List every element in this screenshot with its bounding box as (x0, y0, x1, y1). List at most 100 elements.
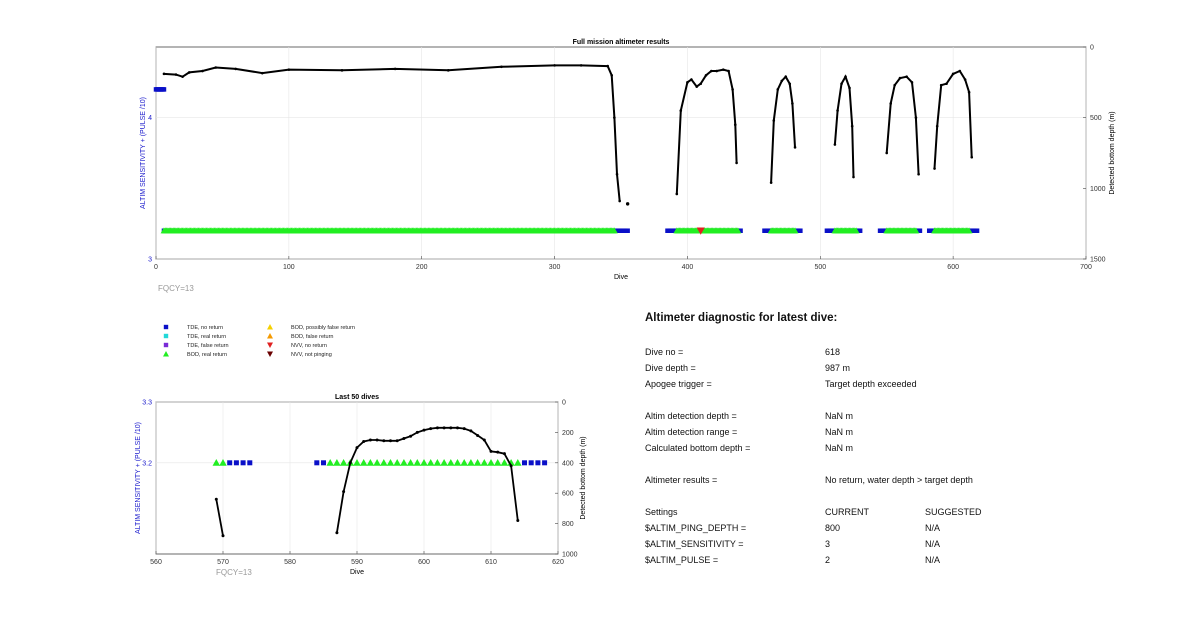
ping-depth-label: $ALTIM_PING_DEPTH = (645, 523, 747, 533)
depth-point (162, 72, 166, 76)
top-chart-title: Full mission altimeter results (573, 39, 670, 46)
legend-label: TDE, real return (187, 334, 226, 340)
depth-point (852, 175, 855, 179)
dive-no-label: Dive no = (645, 347, 684, 357)
top-chart: Full mission altimeter results Dive ALTI… (140, 39, 1116, 293)
depth-point (970, 155, 974, 159)
bod-real-return-marker (480, 459, 489, 466)
depth-point (395, 439, 399, 443)
depth-point (772, 119, 776, 122)
x-tick-label: 590 (351, 559, 363, 566)
depth-point (727, 69, 730, 73)
legend-swatch (267, 324, 273, 330)
depth-point (625, 202, 630, 206)
tde-no-return-marker (314, 460, 320, 466)
depth-point (482, 438, 486, 442)
sensitivity-row: $ALTIM_SENSITIVITY = 3 N/A (645, 536, 1165, 552)
pulse-row: $ALTIM_PULSE = 2 N/A (645, 552, 1165, 568)
apogee-row: Apogee trigger = Target depth exceeded (645, 376, 1165, 392)
left-tick-label: 4 (148, 115, 152, 122)
x-tick-label: 700 (1080, 264, 1092, 271)
depth-point (174, 73, 178, 76)
pulse-label: $ALTIM_PULSE = (645, 555, 719, 565)
bod-real-return-marker (433, 459, 442, 466)
depth-point (699, 82, 703, 86)
depth-point (260, 71, 264, 75)
depth-point (409, 434, 413, 438)
top-left-axis-label: ALTIM SENSITIVITY + (PULSE /10) (140, 97, 147, 209)
depth-point (456, 426, 459, 430)
bod-real-return-marker (386, 459, 395, 466)
legend-swatch (163, 324, 169, 330)
depth-point (402, 436, 406, 440)
x-tick-label: 570 (217, 559, 229, 566)
bod-real-return-marker (493, 459, 502, 466)
depth-point (422, 428, 426, 432)
x-tick-label: 600 (418, 559, 430, 566)
tde-no-return-marker (542, 460, 548, 466)
x-tick-label: 300 (549, 264, 561, 271)
sensitivity-label: $ALTIM_SENSITIVITY = (645, 539, 744, 549)
depth-point (722, 68, 725, 71)
depth-point (362, 440, 366, 444)
depth-point (613, 116, 616, 119)
depth-point (442, 426, 446, 430)
bod-real-return-marker (610, 227, 618, 234)
sensitivity-current: 3 (825, 539, 831, 549)
bod-real-return-marker (852, 227, 860, 234)
bod-real-return-marker (366, 459, 375, 466)
depth-point (776, 88, 780, 91)
left-tick-label: 3.2 (142, 460, 152, 467)
bod-real-return-marker (426, 459, 435, 466)
tde-no-return-marker (233, 460, 239, 466)
bod-real-return-marker (380, 459, 388, 466)
right-tick-label: 0 (562, 400, 566, 407)
depth-line-segment (885, 75, 920, 175)
bod-real-return-marker (353, 459, 361, 466)
depth-point (935, 124, 939, 128)
depth-line-segment (215, 499, 224, 536)
depth-point (516, 519, 520, 523)
right-tick-label: 1000 (1090, 186, 1106, 193)
depth-point (618, 199, 621, 203)
depth-point (375, 438, 379, 442)
depth-point (489, 449, 493, 453)
spacer (645, 488, 1165, 504)
legend-label: BOD, possibly false return (291, 325, 355, 331)
depth-point (958, 69, 962, 73)
depth-point (690, 78, 693, 81)
depth-line-segment (163, 64, 621, 202)
bod-real-return-marker (514, 459, 522, 466)
depth-point (476, 433, 480, 437)
depth-point (679, 109, 683, 112)
x-tick-label: 600 (947, 264, 959, 271)
sensitivity-suggested: N/A (925, 539, 941, 549)
depth-point (840, 82, 843, 86)
tde-no-return-marker (528, 460, 534, 466)
bod-real-return-marker (487, 459, 495, 466)
right-tick-label: 0 (1090, 45, 1094, 52)
depth-point (502, 452, 506, 456)
bod-real-return-marker (440, 459, 448, 466)
depth-point (355, 446, 359, 450)
depth-point (509, 464, 513, 468)
depth-point (951, 72, 955, 76)
right-tick-label: 400 (562, 460, 574, 467)
depth-point (833, 143, 837, 146)
bod-real-return-marker (393, 459, 401, 466)
depth-point (769, 181, 773, 184)
x-tick-label: 500 (814, 264, 826, 271)
depth-point (791, 102, 794, 105)
depth-point (675, 192, 679, 196)
bod-real-return-marker (460, 459, 468, 466)
depth-point (181, 75, 184, 78)
depth-point (615, 172, 619, 176)
legend-swatch (163, 333, 169, 339)
depth-point (335, 531, 339, 535)
right-tick-label: 1500 (1090, 257, 1106, 264)
right-tick-label: 1000 (562, 552, 578, 559)
x-tick-label: 0 (154, 264, 158, 271)
depth-point (850, 124, 854, 128)
depth-point (342, 490, 346, 494)
